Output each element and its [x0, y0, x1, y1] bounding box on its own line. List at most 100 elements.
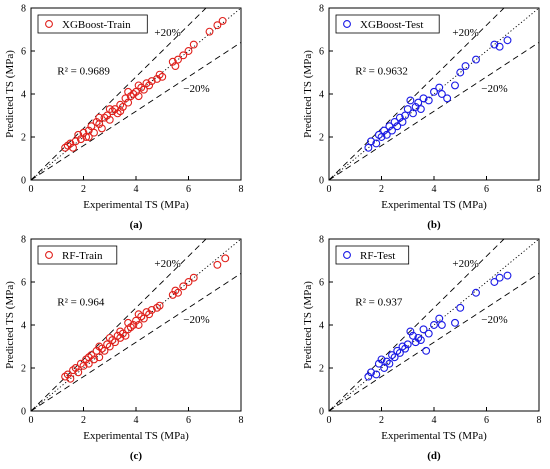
data-point: [82, 133, 91, 141]
upper-band-label: +20%: [452, 27, 478, 39]
data-point: [411, 338, 420, 347]
y-axis-label: Predicted TS (MPa): [4, 50, 16, 138]
x-tick-label: 0: [29, 184, 34, 195]
y-tick-label: 2: [21, 133, 26, 144]
data-point: [97, 124, 106, 133]
legend-marker: [343, 251, 351, 259]
panel-label: (c): [130, 450, 143, 462]
lower-band-label: −20%: [183, 314, 209, 326]
data-point: [472, 288, 480, 297]
data-point: [100, 346, 109, 355]
x-tick-label: 2: [379, 184, 384, 195]
y-tick-label: 8: [21, 235, 26, 246]
y-tick-label: 2: [319, 133, 324, 144]
y-tick-label: 6: [319, 47, 324, 58]
data-point: [398, 342, 407, 351]
lower-20-line: [329, 42, 539, 180]
data-point: [409, 331, 417, 340]
x-tick-label: 4: [134, 415, 139, 426]
data-point: [103, 340, 112, 349]
x-tick-label: 6: [186, 184, 191, 195]
data-point: [108, 336, 117, 344]
legend-box: [37, 245, 118, 265]
y-tick-label: 4: [21, 90, 26, 101]
x-tick-label: 8: [239, 184, 244, 195]
lower-band-label: −20%: [481, 83, 507, 95]
x-axis-label: Experimental TS (MPa): [83, 199, 189, 211]
data-point: [129, 90, 138, 98]
x-axis-label: Experimental TS (MPa): [381, 430, 487, 442]
data-point: [374, 359, 383, 368]
data-point: [155, 301, 164, 310]
data-point: [398, 117, 407, 126]
data-point: [69, 143, 77, 152]
data-point: [451, 318, 459, 327]
y-tick-label: 8: [21, 4, 26, 15]
data-point: [401, 111, 410, 120]
data-point: [174, 55, 182, 64]
data-point: [374, 130, 383, 139]
data-point: [503, 36, 512, 45]
data-point: [401, 344, 410, 353]
data-point: [430, 87, 438, 96]
data-point: [419, 94, 428, 103]
data-point: [142, 79, 151, 88]
data-point: [205, 27, 214, 36]
data-point: [367, 137, 375, 146]
data-point: [424, 96, 433, 105]
data-point: [451, 81, 459, 90]
data-point: [171, 62, 180, 71]
x-tick-label: 6: [484, 415, 489, 426]
data-point: [108, 107, 117, 116]
data-point: [145, 81, 154, 90]
data-point: [134, 92, 143, 101]
y-tick-label: 0: [21, 176, 26, 187]
data-point: [97, 344, 106, 353]
data-point: [388, 351, 396, 360]
data-point: [113, 331, 122, 340]
upper-band-label: +20%: [154, 258, 180, 270]
r2-annotation: R² = 0.9632: [355, 66, 408, 78]
data-point: [158, 72, 167, 81]
upper-band-label: +20%: [154, 27, 180, 39]
chart-panel-4: 0 2 4 6 8 0 2 4 6 8 Experimental TS (MPa) Predicted…: [302, 235, 542, 463]
y-tick-label: 0: [21, 407, 26, 418]
data-point: [461, 62, 470, 71]
x-tick-label: 8: [537, 184, 542, 195]
data-point: [132, 87, 140, 96]
plot-area: [31, 239, 241, 411]
data-point: [403, 105, 412, 114]
data-point: [382, 357, 391, 366]
lower-20-line: [329, 273, 539, 411]
legend-label: XGBoost-Train: [62, 19, 131, 31]
data-point: [61, 143, 70, 152]
identity-line: [31, 239, 241, 411]
data-point: [168, 290, 177, 299]
data-point: [121, 94, 130, 103]
data-point: [111, 105, 119, 114]
data-point: [126, 92, 135, 101]
data-point: [63, 370, 72, 379]
lower-band-label: −20%: [183, 83, 209, 95]
data-point: [213, 260, 222, 269]
plot-area: [31, 8, 241, 180]
data-point: [147, 77, 156, 86]
legend-label: RF-Train: [62, 250, 103, 262]
y-tick-label: 4: [319, 90, 324, 101]
data-point: [189, 273, 198, 282]
data-point: [147, 306, 156, 314]
y-tick-label: 4: [319, 321, 324, 332]
data-point: [76, 359, 85, 368]
data-point: [87, 122, 96, 131]
data-point: [137, 312, 146, 321]
data-point: [129, 321, 138, 329]
identity-line: [329, 239, 539, 411]
r2-annotation: R² = 0.964: [57, 297, 105, 309]
upper-20-line: [31, 239, 207, 411]
legend-label: RF-Test: [360, 250, 395, 262]
data-point: [90, 355, 98, 364]
legend-box: [335, 245, 410, 265]
y-tick-label: 8: [319, 4, 324, 15]
data-point: [66, 374, 75, 383]
data-point: [132, 316, 140, 325]
